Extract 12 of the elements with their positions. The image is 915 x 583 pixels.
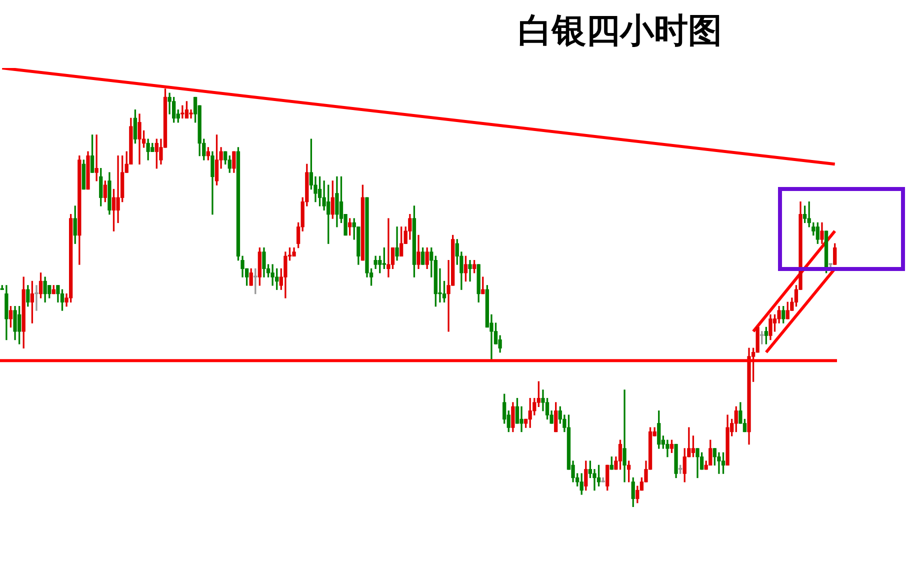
- candlestick: [622, 390, 626, 482]
- candlestick: [468, 260, 472, 282]
- candlestick: [386, 218, 390, 278]
- candlestick: [180, 105, 184, 118]
- chart-title: 白银四小时图: [518, 10, 722, 53]
- candlestick: [520, 406, 524, 432]
- candlestick: [116, 155, 120, 224]
- candlestick: [189, 109, 193, 118]
- candlestick: [94, 134, 98, 182]
- candlestick: [717, 452, 721, 474]
- candlestick: [270, 264, 274, 286]
- candlestick: [34, 285, 38, 311]
